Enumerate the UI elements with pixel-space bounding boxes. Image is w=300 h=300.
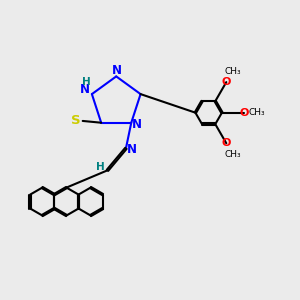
Text: CH₃: CH₃ bbox=[248, 108, 265, 117]
Text: H: H bbox=[96, 162, 104, 172]
Text: CH₃: CH₃ bbox=[224, 67, 241, 76]
Text: N: N bbox=[132, 118, 142, 131]
Text: N: N bbox=[112, 64, 122, 77]
Text: O: O bbox=[222, 77, 231, 87]
Text: S: S bbox=[71, 114, 81, 128]
Text: N: N bbox=[127, 142, 137, 155]
Text: O: O bbox=[239, 108, 249, 118]
Text: O: O bbox=[222, 138, 231, 148]
Text: N: N bbox=[80, 83, 90, 96]
Text: H: H bbox=[82, 77, 91, 87]
Text: CH₃: CH₃ bbox=[224, 149, 241, 158]
